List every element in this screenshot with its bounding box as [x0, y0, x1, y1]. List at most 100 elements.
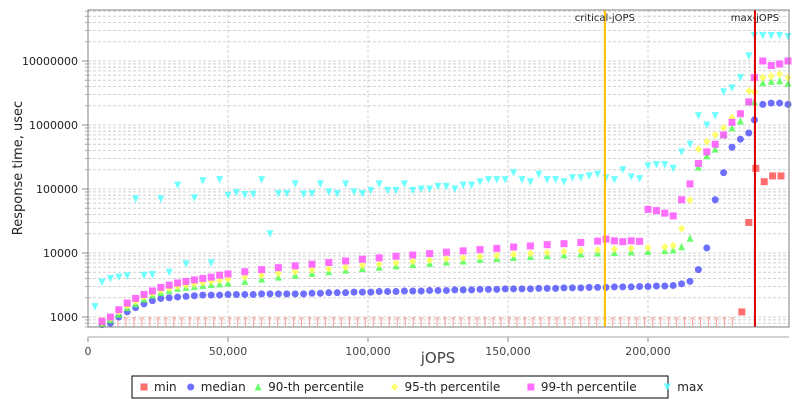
- data-point: [426, 256, 434, 265]
- data-point: [182, 277, 190, 285]
- data-point: [266, 230, 274, 238]
- data-point: [526, 242, 534, 250]
- grid-lines: [88, 10, 789, 328]
- data-points: [91, 32, 792, 329]
- data-point: [417, 287, 425, 295]
- data-point: [274, 190, 282, 198]
- data-point: [560, 247, 568, 256]
- data-point: [493, 251, 501, 260]
- data-point: [174, 181, 182, 190]
- data-point: [392, 186, 400, 195]
- data-point: [123, 272, 131, 280]
- data-point: [711, 196, 719, 204]
- data-point: [776, 70, 784, 79]
- data-point: [694, 145, 702, 154]
- data-point: [627, 237, 635, 245]
- data-point: [157, 195, 165, 203]
- data-point: [358, 288, 366, 296]
- data-point: [610, 176, 618, 184]
- data-point: [526, 285, 534, 293]
- data-point: [518, 285, 526, 293]
- data-point: [669, 164, 677, 173]
- data-point: [776, 76, 784, 85]
- data-point: [375, 288, 383, 296]
- data-point: [776, 99, 784, 107]
- data-point: [669, 241, 677, 250]
- min-error-bars: [100, 317, 735, 326]
- data-point: [308, 260, 316, 268]
- data-point: [568, 284, 576, 292]
- y-axis-ticks: 1000 10000 100000 1000000 10000000: [22, 10, 88, 328]
- data-point: [678, 196, 686, 204]
- plot-border: [87, 9, 790, 328]
- data-point: [663, 383, 671, 391]
- data-point: [224, 290, 232, 298]
- data-point: [518, 176, 526, 184]
- data-point: [636, 282, 644, 290]
- data-point: [767, 32, 775, 40]
- data-point: [199, 274, 207, 282]
- data-point: [157, 283, 165, 291]
- data-point: [745, 98, 753, 106]
- data-point: [459, 286, 467, 294]
- data-point: [661, 209, 669, 217]
- y-tick-label: 1000000: [29, 119, 78, 132]
- data-point: [325, 259, 333, 267]
- data-point: [694, 160, 702, 168]
- data-point: [106, 274, 114, 283]
- data-point: [300, 190, 308, 199]
- data-point: [409, 257, 417, 266]
- data-point: [711, 140, 719, 148]
- data-point: [115, 273, 123, 282]
- x-tick-label: 50,000: [209, 345, 248, 358]
- data-point: [216, 176, 224, 184]
- data-point: [776, 32, 784, 40]
- data-point: [232, 290, 240, 298]
- data-point: [392, 258, 400, 267]
- data-point: [784, 73, 792, 82]
- data-point: [568, 174, 576, 182]
- data-point: [738, 308, 746, 316]
- data-point: [745, 86, 753, 95]
- data-point: [627, 244, 635, 253]
- data-point: [577, 284, 585, 292]
- data-point: [190, 276, 198, 284]
- data-point: [316, 289, 324, 297]
- data-point: [325, 264, 333, 273]
- data-point: [409, 287, 417, 295]
- data-point: [484, 285, 492, 293]
- data-point: [543, 284, 551, 292]
- data-point: [476, 246, 484, 254]
- data-point: [375, 260, 383, 269]
- y-tick-label: 100000: [36, 183, 78, 196]
- data-point: [148, 297, 156, 305]
- data-point: [526, 249, 534, 258]
- data-point: [207, 291, 215, 299]
- data-point: [669, 282, 677, 290]
- data-point: [644, 205, 652, 213]
- data-point: [358, 255, 366, 263]
- data-point: [736, 135, 744, 143]
- annotations: critical-jOPS max-jOPS: [575, 10, 779, 327]
- data-point: [694, 112, 702, 120]
- data-point: [400, 180, 408, 188]
- data-point: [291, 267, 299, 276]
- data-point: [510, 285, 518, 293]
- data-point: [577, 238, 585, 246]
- data-point: [165, 281, 173, 289]
- data-point: [728, 118, 736, 126]
- data-point: [342, 180, 350, 188]
- data-point: [258, 290, 266, 298]
- data-point: [325, 188, 333, 196]
- data-point: [249, 290, 257, 298]
- data-point: [543, 248, 551, 257]
- data-point: [493, 244, 501, 252]
- data-point: [350, 188, 358, 196]
- data-point: [325, 289, 333, 297]
- data-point: [199, 291, 207, 299]
- data-point: [274, 264, 282, 272]
- data-point: [132, 195, 140, 203]
- data-point: [760, 178, 768, 186]
- data-point: [476, 178, 484, 186]
- data-point: [106, 313, 114, 321]
